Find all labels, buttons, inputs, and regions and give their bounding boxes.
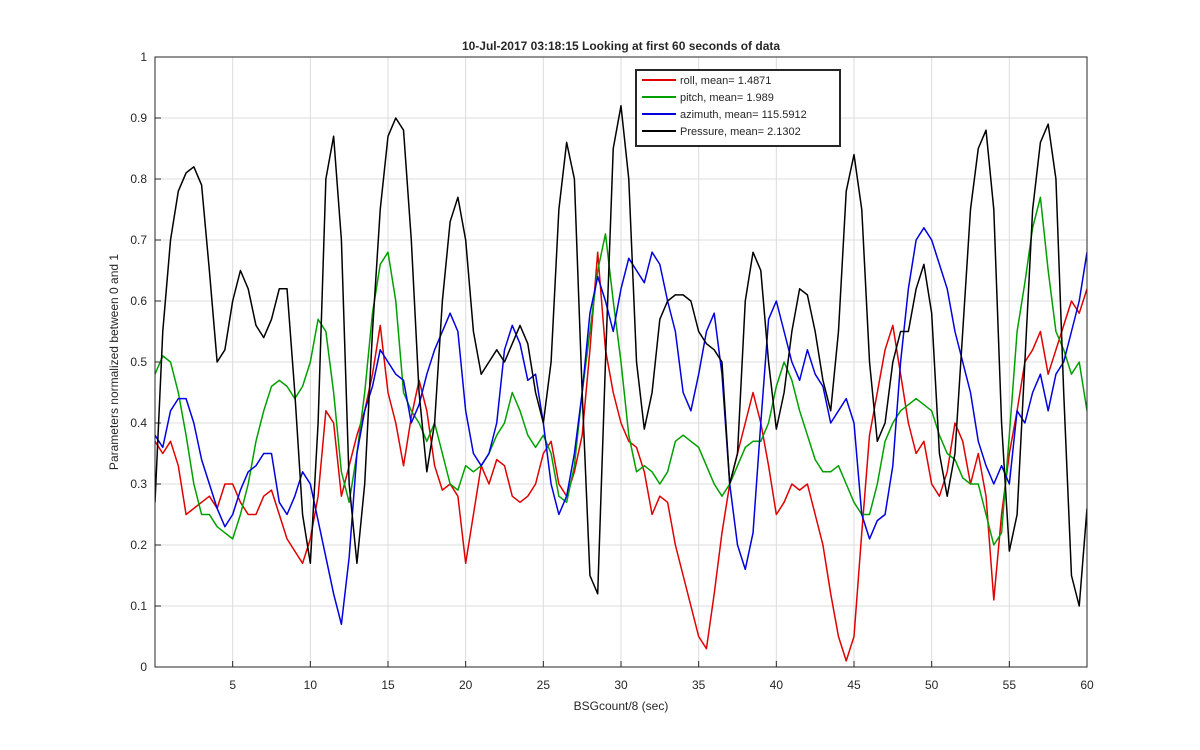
y-tick-label: 0.8 (130, 172, 147, 186)
y-tick-label: 1 (140, 50, 147, 64)
x-tick-label: 35 (692, 678, 706, 692)
series-line (155, 251, 1087, 662)
x-tick-label: 30 (614, 678, 628, 692)
y-tick-label: 0.9 (130, 111, 147, 125)
y-tick-label: 0.2 (130, 538, 147, 552)
axes-box (154, 56, 1088, 668)
y-tick-label: 0.3 (130, 477, 147, 491)
y-tick-label: 0.6 (130, 294, 147, 308)
legend-box (635, 69, 841, 147)
y-tick-label: 0.7 (130, 233, 147, 247)
x-tick-label: 50 (925, 678, 939, 692)
x-tick-label: 25 (537, 678, 551, 692)
x-tick-label: 45 (847, 678, 861, 692)
series-line (155, 227, 1087, 626)
x-tick-label: 20 (459, 678, 473, 692)
chart-title: 10-Jul-2017 03:18:15 Looking at first 60… (462, 39, 780, 53)
x-axis-label: BSGcount/8 (sec) (574, 699, 669, 713)
x-tick-label: 60 (1080, 678, 1094, 692)
y-axis-label: Parameters normalized between 0 and 1 (107, 254, 121, 470)
x-tick-label: 15 (381, 678, 395, 692)
x-tick-label: 10 (304, 678, 318, 692)
y-tick-label: 0 (140, 660, 147, 674)
y-tick-label: 0.1 (130, 599, 147, 613)
legend-label: pitch, mean= 1.989 (680, 92, 774, 104)
series-line (155, 105, 1087, 607)
series-line (155, 196, 1087, 546)
x-tick-label: 55 (1003, 678, 1017, 692)
legend-label: Pressure, mean= 2.1302 (680, 126, 801, 138)
legend-label: roll, mean= 1.4871 (680, 75, 771, 87)
legend-label: azimuth, mean= 115.5912 (680, 109, 807, 121)
x-tick-label: 40 (770, 678, 784, 692)
y-tick-label: 0.4 (130, 416, 147, 430)
x-tick-label: 5 (229, 678, 236, 692)
y-tick-label: 0.5 (130, 355, 147, 369)
